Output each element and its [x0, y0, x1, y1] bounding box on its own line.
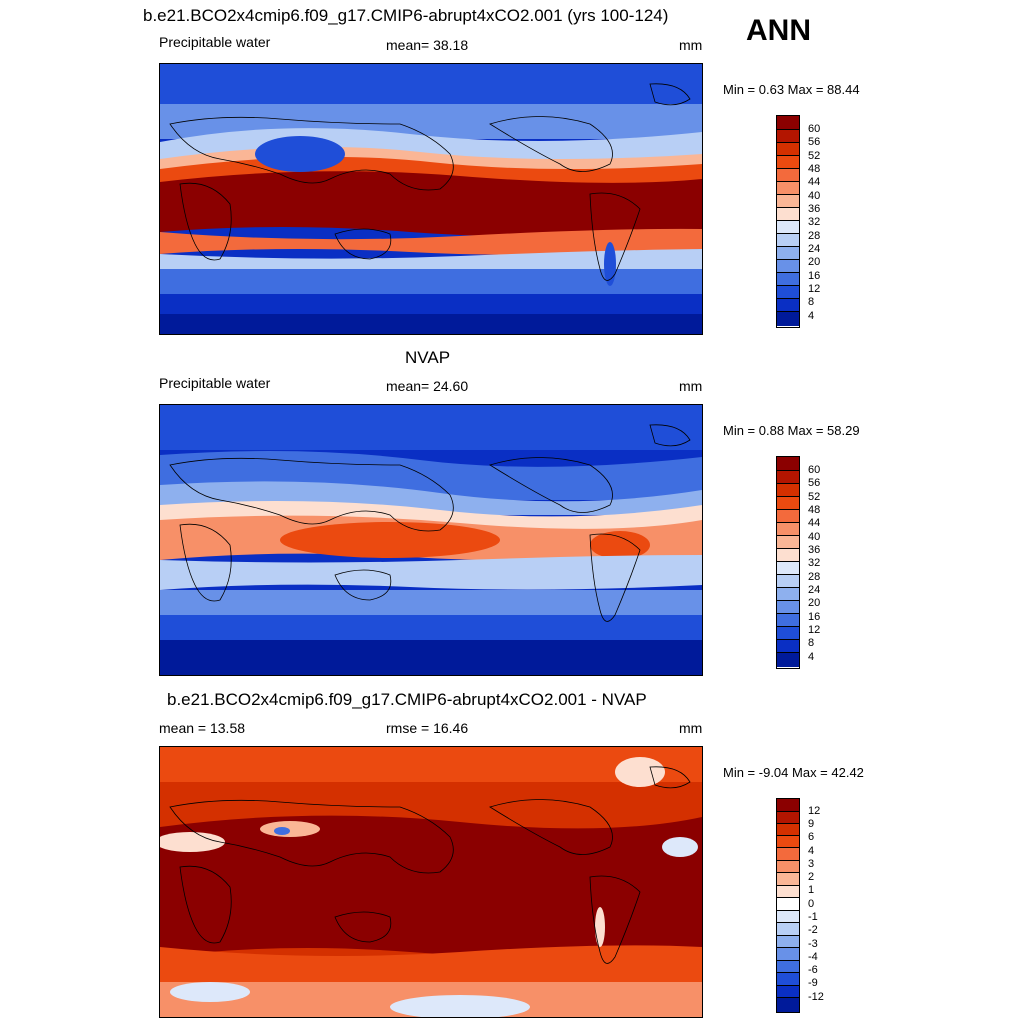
panel1-tick: 44 [808, 176, 821, 188]
panel1-units: mm [679, 37, 703, 53]
panel1-title: b.e21.BCO2x4cmip6.f09_g17.CMIP6-abrupt4x… [143, 6, 669, 25]
panel3-map [159, 746, 703, 1018]
panel3-tick: -4 [808, 951, 818, 963]
panel2-minmax: Min = 0.88 Max = 58.29 [723, 423, 860, 438]
panel1-map [159, 63, 703, 335]
panel2-mean-label: mean= 24.60 [386, 378, 469, 394]
panel1-tick: 32 [808, 216, 821, 228]
panel2-variable-label: Precipitable water [159, 375, 271, 391]
panel3-title: b.e21.BCO2x4cmip6.f09_g17.CMIP6-abrupt4x… [167, 690, 647, 709]
panel3-tick: -2 [808, 924, 818, 936]
panel3-tick: 9 [808, 818, 815, 830]
panel3-tick: -6 [808, 964, 818, 976]
panel1-tick: 20 [808, 256, 821, 268]
panel1-variable-label: Precipitable water [159, 34, 271, 50]
panel2-tick: 56 [808, 477, 821, 489]
panel3-tick: -12 [808, 991, 824, 1003]
panel3-tick: -1 [808, 911, 818, 923]
panel1-tick: 24 [808, 243, 821, 255]
panel3-tick: 0 [808, 898, 815, 910]
panel3-units: mm [679, 720, 703, 736]
panel1-tick: 16 [808, 270, 821, 282]
panel1-tick: 40 [808, 190, 821, 202]
panel2-tick: 60 [808, 464, 821, 476]
panel1-tick: 12 [808, 283, 821, 295]
panel1-tick: 56 [808, 136, 821, 148]
panel3-tick: 3 [808, 858, 815, 870]
panel3-tick: 6 [808, 831, 815, 843]
panel2-tick: 12 [808, 624, 821, 636]
panel1-tick: 28 [808, 230, 821, 242]
panel1-tick: 4 [808, 310, 815, 322]
panel2-tick: 32 [808, 557, 821, 569]
panel2-units: mm [679, 378, 703, 394]
panel2-map [159, 404, 703, 676]
panel2-tick: 16 [808, 611, 821, 623]
panel2-tick: 20 [808, 597, 821, 609]
panel3-colorbar [776, 798, 800, 1013]
panel2-tick: 52 [808, 491, 821, 503]
panel3-tick: 2 [808, 871, 815, 883]
panel3-tick: 1 [808, 884, 815, 896]
panel3-tick: 4 [808, 845, 815, 857]
panel1-tick: 8 [808, 296, 815, 308]
panel2-tick: 44 [808, 517, 821, 529]
panel3-tick: -3 [808, 938, 818, 950]
panel2-colorbar [776, 456, 800, 669]
panel3-tick: -9 [808, 977, 818, 989]
panel2-tick: 36 [808, 544, 821, 556]
panel2-tick: 40 [808, 531, 821, 543]
panel2-tick: 28 [808, 571, 821, 583]
panel2-tick: 24 [808, 584, 821, 596]
panel2-tick: 48 [808, 504, 821, 516]
panel1-tick: 52 [808, 150, 821, 162]
panel1-tick: 36 [808, 203, 821, 215]
panel1-minmax: Min = 0.63 Max = 88.44 [723, 82, 860, 97]
panel2-tick: 4 [808, 651, 815, 663]
panel2-title: NVAP [405, 348, 451, 367]
panel1-tick: 60 [808, 123, 821, 135]
panel1-tick: 48 [808, 163, 821, 175]
panel2-tick: 8 [808, 637, 815, 649]
panel3-rmse-label: rmse = 16.46 [386, 720, 469, 736]
panel1-colorbar [776, 115, 800, 328]
season-label: ANN [746, 14, 811, 47]
panel3-minmax: Min = -9.04 Max = 42.42 [723, 765, 864, 780]
panel1-mean-label: mean= 38.18 [386, 37, 469, 53]
panel3-tick: 12 [808, 805, 821, 817]
panel3-mean-label: mean = 13.58 [159, 720, 246, 736]
